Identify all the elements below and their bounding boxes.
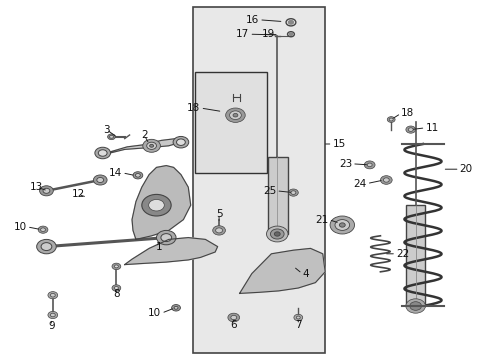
Circle shape (288, 21, 293, 24)
Circle shape (380, 176, 391, 184)
Text: 11: 11 (425, 123, 438, 133)
Circle shape (296, 316, 300, 319)
Text: 23: 23 (338, 159, 351, 169)
Circle shape (95, 147, 110, 159)
Circle shape (174, 306, 178, 309)
Circle shape (50, 293, 55, 297)
Text: 14: 14 (109, 168, 122, 178)
Circle shape (142, 139, 160, 152)
Circle shape (407, 128, 412, 131)
Circle shape (135, 174, 140, 177)
Text: 24: 24 (353, 179, 366, 189)
Text: 21: 21 (315, 215, 328, 225)
Circle shape (386, 117, 394, 122)
Text: 25: 25 (263, 186, 276, 196)
Text: 18: 18 (187, 103, 200, 113)
Circle shape (93, 175, 107, 185)
Text: 4: 4 (302, 269, 308, 279)
Text: 17: 17 (236, 29, 249, 39)
Text: 12: 12 (71, 189, 85, 199)
Circle shape (212, 226, 225, 235)
Bar (193, 7, 325, 353)
Circle shape (409, 302, 421, 310)
Circle shape (225, 108, 245, 122)
Circle shape (227, 313, 239, 322)
Text: 15: 15 (332, 139, 345, 149)
Circle shape (142, 194, 171, 216)
Circle shape (229, 111, 241, 120)
Circle shape (148, 199, 164, 211)
Text: 7: 7 (294, 320, 301, 330)
Circle shape (112, 285, 121, 291)
Circle shape (37, 239, 56, 254)
Circle shape (215, 228, 222, 233)
Circle shape (366, 163, 371, 167)
Circle shape (173, 136, 188, 148)
Circle shape (97, 177, 103, 183)
Circle shape (50, 313, 55, 317)
Polygon shape (124, 238, 217, 265)
Circle shape (41, 228, 45, 231)
Text: 16: 16 (245, 15, 259, 25)
Text: 6: 6 (230, 320, 237, 330)
Circle shape (270, 229, 284, 239)
Circle shape (339, 223, 345, 227)
Circle shape (388, 118, 392, 121)
Text: 8: 8 (113, 289, 120, 300)
Circle shape (98, 150, 107, 156)
Circle shape (364, 161, 374, 169)
Text: 22: 22 (395, 249, 408, 259)
Circle shape (230, 315, 236, 320)
Circle shape (48, 311, 58, 319)
Circle shape (288, 33, 292, 36)
Circle shape (266, 226, 287, 242)
Circle shape (293, 314, 302, 321)
Circle shape (109, 135, 113, 138)
Circle shape (334, 220, 349, 230)
Circle shape (176, 139, 185, 145)
Text: 1: 1 (155, 242, 162, 252)
Text: 10: 10 (148, 308, 161, 318)
Circle shape (149, 144, 153, 147)
Circle shape (107, 134, 115, 140)
Circle shape (146, 142, 156, 149)
Text: 10: 10 (14, 222, 27, 232)
Polygon shape (132, 166, 190, 239)
Circle shape (38, 226, 48, 233)
Circle shape (112, 263, 121, 270)
Text: 2: 2 (141, 130, 147, 140)
Circle shape (114, 265, 118, 268)
Circle shape (274, 232, 280, 236)
Text: 13: 13 (30, 182, 43, 192)
Circle shape (43, 188, 50, 193)
Text: 19: 19 (261, 29, 274, 39)
Circle shape (171, 305, 180, 311)
Circle shape (329, 216, 354, 234)
Polygon shape (102, 139, 181, 155)
Circle shape (288, 189, 298, 196)
Circle shape (290, 191, 295, 194)
Circle shape (156, 230, 176, 245)
Text: 18: 18 (400, 108, 413, 118)
Circle shape (161, 234, 171, 242)
Circle shape (40, 186, 53, 196)
Text: 20: 20 (459, 164, 472, 174)
Text: 9: 9 (48, 321, 55, 331)
Circle shape (405, 126, 415, 133)
Circle shape (48, 292, 58, 299)
Circle shape (233, 113, 237, 117)
Circle shape (383, 178, 388, 182)
Bar (267, 157, 287, 234)
Circle shape (405, 299, 425, 313)
Text: 5: 5 (215, 209, 222, 219)
Circle shape (114, 287, 118, 289)
Polygon shape (239, 248, 325, 293)
Bar (405, 205, 425, 306)
Circle shape (41, 243, 52, 251)
Bar (194, 72, 266, 173)
Circle shape (133, 172, 142, 179)
Text: 3: 3 (103, 125, 110, 135)
